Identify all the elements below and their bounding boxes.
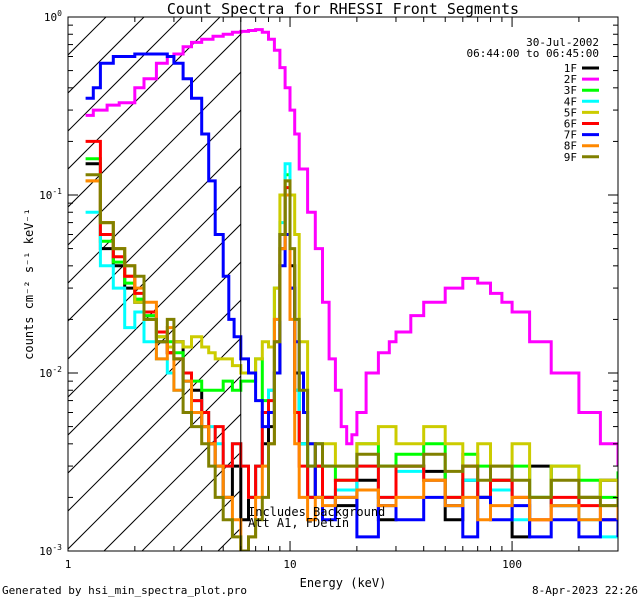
x-axis-label: Energy (keV) xyxy=(300,576,387,590)
annotation-background: Includes Background xyxy=(248,505,385,519)
legend-time-range: 06:44:00 to 06:45:00 xyxy=(467,47,599,60)
legend-label-2F: 2F xyxy=(564,73,577,86)
series-group xyxy=(85,28,618,551)
series-line-8F xyxy=(85,179,618,551)
background-hatch-region xyxy=(68,17,241,551)
y-axis-label: counts cm⁻² s⁻¹ keV⁻¹ xyxy=(22,208,36,360)
chart-title: Count Spectra for RHESSI Front Segments xyxy=(167,0,519,18)
series-line-6F xyxy=(85,139,618,537)
hatch-line xyxy=(68,261,241,436)
footer-timestamp: 8-Apr-2023 22:26 xyxy=(532,584,638,597)
hatch-line xyxy=(68,223,241,398)
legend-label-4F: 4F xyxy=(564,95,577,108)
x-tick-label: 10 xyxy=(283,558,296,571)
plot-frame xyxy=(67,16,619,552)
series-line-7F xyxy=(85,52,618,539)
hatch-lines xyxy=(68,17,241,551)
hatch-line xyxy=(68,17,183,132)
legend-label-9F: 9F xyxy=(564,151,577,164)
hatch-line xyxy=(68,185,241,360)
legend-label-8F: 8F xyxy=(564,140,577,153)
hatch-line xyxy=(68,33,241,208)
hatch-line xyxy=(68,71,241,246)
legend-label-7F: 7F xyxy=(564,129,577,142)
hatch-line xyxy=(68,299,241,474)
hatch-line xyxy=(68,337,241,512)
hatch-line xyxy=(103,413,241,551)
series-line-3F xyxy=(85,157,618,499)
y-tick-label: 10-1 xyxy=(39,187,62,202)
legend-label-6F: 6F xyxy=(564,118,577,131)
axis-ticks: 1 10 100 10-3 10-2 10-1 100 xyxy=(39,9,619,571)
y-tick-label: 100 xyxy=(44,9,62,24)
hatch-line xyxy=(68,375,241,550)
hatch-line xyxy=(68,109,241,284)
y-tick-label: 10-3 xyxy=(39,543,62,558)
series-line-9F xyxy=(85,173,618,551)
legend-label-1F: 1F xyxy=(564,62,577,75)
annotation-attenuator: Att A1, FDetIn xyxy=(248,516,349,530)
x-tick-label: 100 xyxy=(502,558,522,571)
legend-date: 30-Jul-2002 xyxy=(526,36,599,49)
x-tick-label: 1 xyxy=(65,558,72,571)
hatch-line xyxy=(68,147,241,322)
legend-label-5F: 5F xyxy=(564,106,577,119)
y-tick-label: 10-2 xyxy=(39,365,62,380)
series-line-5F xyxy=(85,179,618,499)
hatch-line xyxy=(68,17,221,170)
series-line-2F xyxy=(85,28,618,467)
footer-generated-by: Generated by hsi_min_spectra_plot.pro xyxy=(2,584,247,597)
legend-label-3F: 3F xyxy=(564,84,577,97)
